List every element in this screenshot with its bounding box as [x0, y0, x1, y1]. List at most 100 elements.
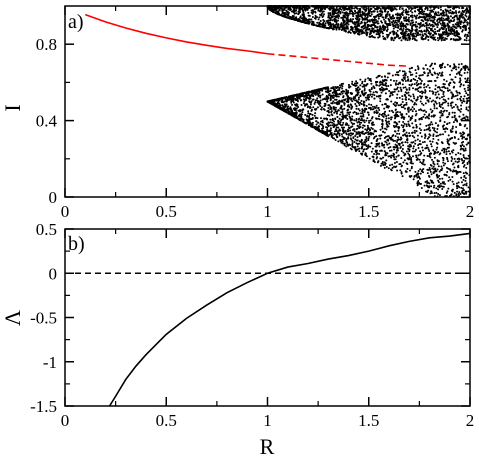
- attractor-dot: [361, 26, 364, 29]
- attractor-dot: [309, 103, 312, 106]
- attractor-dot: [394, 13, 397, 16]
- attractor-dot: [380, 113, 383, 116]
- attractor-dot: [324, 22, 327, 25]
- attractor-dot: [433, 127, 436, 130]
- attractor-dot: [355, 18, 358, 21]
- attractor-dot: [416, 98, 419, 101]
- attractor-dot: [441, 14, 444, 17]
- attractor-dot: [379, 100, 382, 103]
- attractor-dot: [317, 94, 320, 97]
- attractor-dot: [384, 154, 387, 157]
- attractor-dot: [402, 9, 405, 12]
- attractor-dot: [366, 83, 369, 86]
- attractor-dot: [433, 103, 436, 106]
- attractor-dot: [354, 23, 357, 26]
- attractor-dot: [361, 126, 364, 129]
- attractor-dot: [383, 166, 386, 169]
- attractor-dot: [466, 21, 469, 24]
- attractor-dot: [321, 131, 324, 134]
- attractor-dot: [377, 22, 380, 25]
- attractor-dot: [394, 113, 397, 116]
- attractor-dot: [351, 100, 354, 103]
- attractor-dot: [424, 133, 427, 136]
- attractor-dot: [395, 155, 398, 158]
- attractor-dot: [357, 125, 360, 128]
- attractor-dot: [438, 170, 441, 173]
- attractor-dot: [364, 29, 367, 32]
- attractor-dot: [451, 163, 454, 166]
- attractor-dot: [393, 17, 396, 20]
- attractor-dot: [449, 65, 452, 68]
- attractor-dot: [464, 14, 467, 17]
- attractor-dot: [431, 25, 434, 28]
- attractor-dot: [346, 117, 349, 120]
- attractor-dot: [427, 15, 430, 18]
- attractor-dot: [402, 79, 405, 82]
- attractor-dot: [445, 13, 448, 16]
- attractor-dot: [454, 10, 457, 13]
- attractor-dot: [422, 171, 425, 174]
- attractor-dot: [299, 109, 302, 112]
- attractor-dot: [462, 97, 465, 100]
- attractor-dot: [441, 181, 444, 184]
- attractor-dot: [414, 78, 417, 81]
- attractor-dot: [459, 148, 462, 151]
- attractor-dot: [419, 74, 422, 77]
- attractor-dot: [395, 16, 398, 19]
- attractor-dot: [356, 142, 359, 145]
- attractor-dot: [428, 149, 431, 152]
- attractor-dot: [436, 76, 439, 79]
- attractor-dot: [271, 101, 274, 104]
- attractor-dot: [435, 91, 438, 94]
- attractor-dot: [322, 108, 325, 111]
- attractor-dot: [365, 99, 368, 102]
- attractor-dot: [422, 67, 425, 70]
- attractor-dot: [437, 138, 440, 141]
- attractor-dot: [387, 120, 390, 123]
- attractor-dot: [461, 159, 464, 162]
- attractor-dot: [355, 113, 358, 116]
- attractor-dot: [459, 69, 462, 72]
- attractor-dot: [335, 12, 338, 15]
- attractor-dot: [351, 142, 354, 145]
- attractor-dot: [373, 129, 376, 132]
- attractor-dot: [368, 19, 371, 22]
- attractor-dot: [407, 16, 410, 19]
- attractor-dot: [405, 8, 408, 11]
- attractor-dot: [410, 158, 413, 161]
- attractor-dot: [329, 98, 332, 101]
- attractor-dot: [367, 28, 370, 31]
- attractor-dot: [374, 145, 377, 148]
- attractor-dot: [332, 123, 335, 126]
- attractor-dot: [418, 127, 421, 130]
- attractor-dot: [408, 153, 411, 156]
- attractor-dot: [321, 93, 324, 96]
- attractor-dot: [317, 102, 320, 105]
- attractor-dot: [420, 182, 422, 185]
- attractor-dot: [423, 82, 426, 85]
- attractor-dot: [366, 21, 369, 24]
- attractor-dot: [338, 102, 341, 105]
- attractor-dot: [465, 10, 468, 13]
- attractor-dot: [417, 90, 420, 93]
- attractor-dot: [452, 95, 455, 98]
- attractor-dot: [445, 37, 448, 40]
- attractor-dot: [283, 109, 286, 112]
- attractor-dot: [393, 148, 396, 151]
- attractor-dot: [398, 132, 401, 135]
- attractor-dot: [288, 7, 291, 10]
- attractor-dot: [313, 102, 316, 105]
- attractor-dot: [423, 184, 426, 187]
- attractor-dot: [397, 34, 400, 37]
- attractor-dot: [430, 180, 433, 183]
- attractor-dot: [418, 143, 421, 146]
- attractor-dot: [376, 25, 379, 28]
- attractor-dot: [358, 123, 361, 126]
- attractor-dot: [466, 23, 469, 26]
- attractor-dot: [363, 121, 366, 124]
- attractor-dot: [378, 134, 381, 137]
- attractor-dot: [353, 141, 356, 144]
- attractor-dot: [356, 7, 359, 10]
- attractor-dot: [450, 97, 453, 100]
- attractor-dot: [348, 127, 351, 130]
